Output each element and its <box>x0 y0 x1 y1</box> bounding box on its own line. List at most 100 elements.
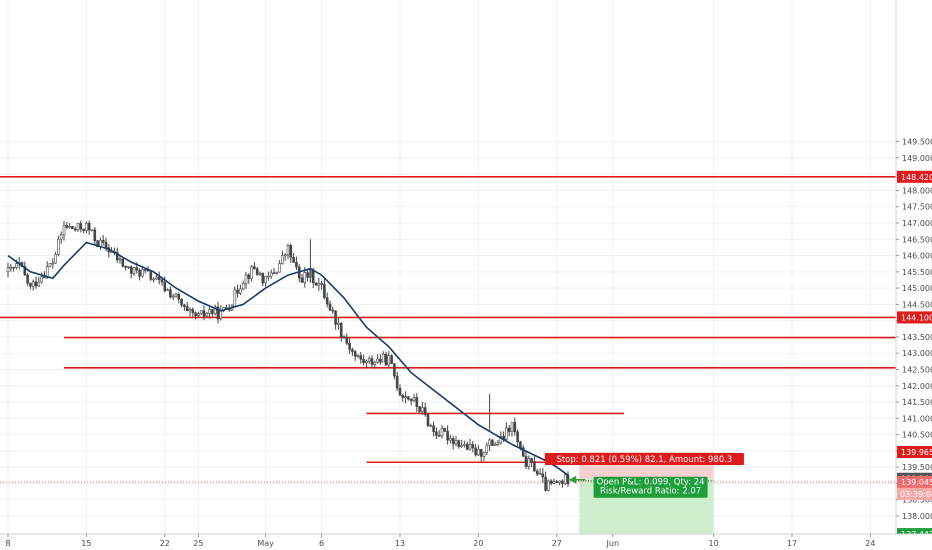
candle-body <box>547 480 550 491</box>
candle-body <box>457 440 461 447</box>
candle-body <box>421 407 424 412</box>
candle-body <box>233 289 237 307</box>
price-tag <box>897 475 932 488</box>
candle-body <box>169 289 172 298</box>
candle-body <box>384 353 388 366</box>
candle-body <box>404 396 407 398</box>
candle-body <box>79 223 83 230</box>
candle-body <box>376 358 379 363</box>
candle-body <box>261 272 265 284</box>
price-tick-label: 143.500 <box>902 333 932 342</box>
candle-body <box>9 266 13 269</box>
time-tick-label: 13 <box>395 539 405 548</box>
candle-body <box>59 234 63 240</box>
candle-body <box>54 254 57 264</box>
price-axis[interactable]: 138.000138.500139.000139.500140.000140.5… <box>895 0 932 550</box>
time-tick-label: 15 <box>81 539 91 548</box>
candle-body <box>264 276 267 284</box>
candle-body <box>541 473 545 478</box>
candle-body <box>407 396 410 400</box>
candle-body <box>68 226 71 228</box>
candle-body <box>323 284 326 298</box>
candle-body <box>530 458 533 462</box>
price-tick-label: 143.000 <box>902 349 932 358</box>
candle-body <box>205 313 209 317</box>
time-tick-label: 6 <box>319 539 324 548</box>
time-axis[interactable]: 8 15 22 25 May 6 13 20 27 Jun 10 17 24 <box>0 533 932 550</box>
candle-body <box>359 355 363 360</box>
candle-body <box>311 269 315 284</box>
price-tick-label: 142.500 <box>902 365 932 374</box>
candle-body <box>390 355 393 364</box>
candle-body <box>132 267 136 274</box>
candle-body <box>555 481 559 483</box>
price-tag <box>897 445 932 458</box>
candle-body <box>26 274 29 284</box>
candle-body <box>491 439 494 446</box>
candle-body <box>166 289 169 292</box>
candle-body <box>398 387 402 396</box>
candle-body <box>118 258 122 261</box>
candle-body <box>482 452 486 457</box>
candle-body <box>460 445 463 447</box>
candle-body <box>393 363 396 377</box>
candle-body <box>524 455 528 467</box>
candle-body <box>272 272 276 275</box>
candle-body <box>339 322 343 338</box>
candle-body <box>211 309 214 314</box>
time-tick-label: Jun <box>606 539 620 548</box>
candle-body <box>379 358 382 363</box>
candle-body <box>533 461 536 472</box>
candle-body <box>519 441 522 448</box>
candle-body <box>468 444 472 450</box>
candle-body <box>281 255 284 264</box>
candle-body <box>62 225 66 236</box>
candle-body <box>449 438 452 441</box>
candle-body <box>82 228 85 231</box>
candle-body <box>85 222 88 231</box>
candle-body <box>488 439 491 446</box>
candle-body <box>507 427 511 432</box>
grid <box>0 0 896 534</box>
candle-body <box>292 256 295 263</box>
candle-body <box>516 431 519 443</box>
price-tick-label: 145.000 <box>902 284 932 293</box>
candle-body <box>381 353 385 363</box>
candles <box>6 220 570 492</box>
candle-body <box>194 312 197 317</box>
stop-label-text: Stop: 0.821 (0.59%) 82.1, Amount: 980.3 <box>556 455 732 465</box>
candle-body <box>127 266 130 269</box>
price-tag-label: 148.420 <box>901 173 932 182</box>
candle-body <box>295 261 298 268</box>
candle-body <box>269 272 273 277</box>
time-tick-label: 25 <box>193 539 203 548</box>
price-tick-label: 149.000 <box>902 154 932 163</box>
price-axis-background <box>896 0 932 550</box>
candle-body <box>331 309 335 312</box>
candle-body <box>15 263 18 268</box>
entry-arrow-icon <box>569 475 577 484</box>
candle-body <box>558 480 561 483</box>
candle-body <box>345 337 349 344</box>
candle-body <box>247 274 251 279</box>
price-tick-label: 147.500 <box>902 203 932 212</box>
candle-body <box>362 359 365 364</box>
candle-body <box>365 360 368 364</box>
candle-body <box>37 281 41 287</box>
candle-body <box>566 474 570 485</box>
candle-body <box>544 476 547 491</box>
candle-body <box>244 274 248 284</box>
candle-body <box>180 298 183 306</box>
candle-body <box>454 440 458 445</box>
candle-body <box>183 304 186 307</box>
candle-body <box>552 481 556 484</box>
candle-body <box>12 266 15 269</box>
stop-label[interactable]: Stop: 0.821 (0.59%) 82.1, Amount: 980.3 <box>544 452 744 465</box>
time-tick-label: 24 <box>865 539 875 548</box>
candle-body <box>521 447 525 457</box>
moving-average-line <box>7 241 569 476</box>
candle-body <box>286 245 290 256</box>
